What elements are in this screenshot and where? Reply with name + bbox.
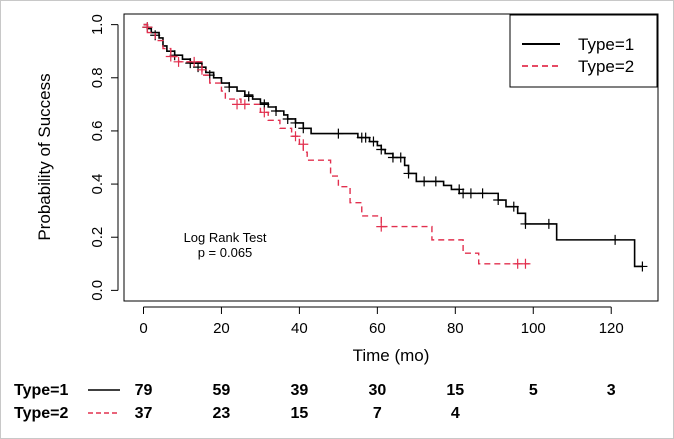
censor-mark xyxy=(376,144,387,155)
censor-mark xyxy=(360,132,371,143)
risk-count: 3 xyxy=(607,382,616,399)
risk-count: 4 xyxy=(451,405,460,422)
y-tick-label: 1.0 xyxy=(89,14,106,35)
censor-mark xyxy=(259,107,270,118)
censor-mark xyxy=(224,82,235,93)
censor-mark xyxy=(142,22,153,33)
risk-count: 23 xyxy=(213,405,231,422)
risk-count: 30 xyxy=(368,382,386,399)
risk-count: 59 xyxy=(213,382,231,399)
censor-mark xyxy=(508,201,519,212)
x-tick-label: 100 xyxy=(521,320,546,337)
annotation-line-2: p = 0.065 xyxy=(198,245,253,260)
censor-mark xyxy=(419,176,430,187)
censor-mark xyxy=(493,195,504,206)
y-tick-label: 0.8 xyxy=(89,67,106,88)
risk-row-label-type1: Type=1 xyxy=(14,382,69,399)
censor-mark xyxy=(298,139,309,150)
censor-mark xyxy=(395,152,406,163)
censor-mark xyxy=(465,188,476,199)
x-tick-label: 0 xyxy=(139,320,147,337)
x-tick-label: 40 xyxy=(291,320,308,337)
censor-mark xyxy=(520,218,531,229)
risk-count: 39 xyxy=(291,382,309,399)
censor-mark xyxy=(333,128,344,139)
risk-count: 7 xyxy=(373,405,382,422)
legend-box xyxy=(509,14,658,88)
censor-mark xyxy=(403,168,414,179)
censor-mark xyxy=(610,234,621,245)
legend-label-type1: Type=1 xyxy=(578,35,634,54)
y-axis-title: Probability of Success xyxy=(35,73,54,240)
censor-mark xyxy=(477,188,488,199)
series-line-2 xyxy=(143,23,530,265)
x-tick-label: 60 xyxy=(369,320,386,337)
y-tick-label: 0.2 xyxy=(89,227,106,248)
censor-mark xyxy=(271,105,282,116)
plot-border xyxy=(123,13,659,302)
risk-table: Type=1 Type=2 79 59 39 30 15 5 3 37 23 15 7 4 xyxy=(14,382,616,422)
censor-mark xyxy=(189,56,200,67)
risk-count: 79 xyxy=(135,382,153,399)
censor-mark xyxy=(430,176,441,187)
x-tick-label: 20 xyxy=(213,320,230,337)
censor-mark xyxy=(243,91,254,102)
legend-label-type2: Type=2 xyxy=(578,57,634,76)
y-tick-label: 0.0 xyxy=(89,280,106,301)
censor-mark xyxy=(173,56,184,67)
y-axis: 0.0 0.2 0.4 0.6 0.8 1.0 xyxy=(89,14,119,301)
censor-mark xyxy=(196,64,207,75)
legend: Type=1 Type=2 xyxy=(509,14,658,88)
series-group xyxy=(142,22,648,272)
censor-mark xyxy=(376,221,387,232)
censor-mark xyxy=(298,123,309,134)
censor-mark xyxy=(290,131,301,142)
annotation-line-1: Log Rank Test xyxy=(184,230,267,245)
series-2 xyxy=(142,22,531,269)
censor-mark xyxy=(282,113,293,124)
censor-mark xyxy=(165,51,176,62)
risk-count: 37 xyxy=(135,405,153,422)
x-axis-title: Time (mo) xyxy=(353,346,430,365)
censor-mark xyxy=(290,117,301,128)
risk-count: 5 xyxy=(529,382,538,399)
y-tick-label: 0.6 xyxy=(89,120,106,141)
risk-row-label-type2: Type=2 xyxy=(14,405,69,422)
risk-count: 15 xyxy=(446,382,464,399)
y-tick-label: 0.4 xyxy=(89,174,106,195)
censor-mark xyxy=(368,136,379,147)
x-tick-label: 120 xyxy=(599,320,624,337)
censor-mark xyxy=(239,99,250,110)
censor-mark xyxy=(520,258,531,269)
x-axis: 0 20 40 60 80 100 120 xyxy=(139,306,624,337)
censor-mark xyxy=(637,261,648,272)
censor-mark xyxy=(543,218,554,229)
x-tick-label: 80 xyxy=(447,320,464,337)
risk-count: 15 xyxy=(291,405,309,422)
